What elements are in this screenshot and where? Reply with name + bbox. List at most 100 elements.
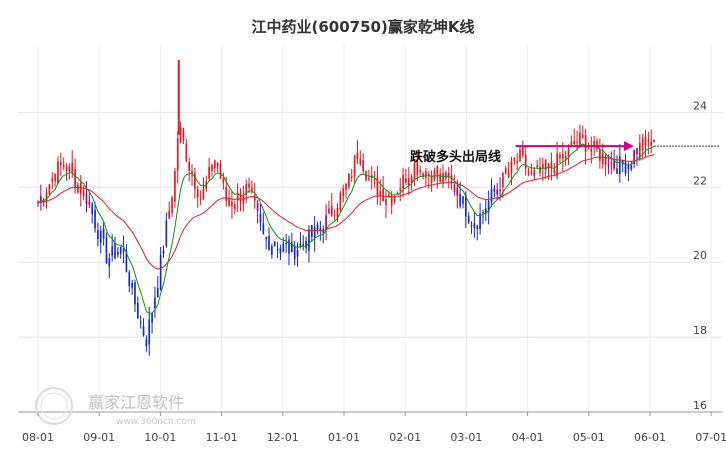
candle-body xyxy=(276,249,279,251)
candles xyxy=(37,59,655,356)
candle-body xyxy=(353,155,356,177)
candle-body xyxy=(638,143,641,159)
candle-body xyxy=(122,248,125,253)
candle-body xyxy=(470,225,473,227)
grid xyxy=(18,45,722,413)
candle-body xyxy=(436,166,439,178)
y-tick-label: 24 xyxy=(693,99,707,112)
candle-body xyxy=(165,220,168,247)
candle-body xyxy=(350,176,353,178)
candle-body xyxy=(393,195,396,202)
candle-body xyxy=(553,169,556,173)
candle-body xyxy=(222,178,225,183)
x-tick-label: 03-01 xyxy=(450,431,482,444)
candle-body xyxy=(348,173,350,188)
candle-body xyxy=(522,146,524,156)
candle-body xyxy=(325,215,327,231)
candle-body xyxy=(573,140,576,144)
candle-body xyxy=(85,193,88,205)
candle-body xyxy=(48,184,51,195)
candle-body xyxy=(496,189,499,195)
watermark: 赢家江恩软件 www.360ncn.com xyxy=(35,387,196,427)
candle-body xyxy=(262,223,265,234)
candle-body xyxy=(604,157,607,165)
candle-body xyxy=(430,175,433,184)
candle-body xyxy=(413,163,416,181)
x-tick-label: 12-01 xyxy=(267,431,299,444)
candle-body xyxy=(139,321,142,323)
candle-body xyxy=(176,138,179,171)
x-axis: 08-01 09-01 10-01 11-01 12-01 01-01 02-01 03-01… xyxy=(22,412,726,444)
candle-body xyxy=(462,196,464,204)
candle-body xyxy=(399,188,402,191)
candle-body xyxy=(484,208,487,214)
candle-body xyxy=(182,129,185,140)
candle-body xyxy=(40,196,42,204)
candle-body xyxy=(619,156,621,175)
candle-body xyxy=(465,195,467,217)
candle-body xyxy=(587,148,590,150)
candle-body xyxy=(313,226,316,239)
annotation-text: 跌破多头出局线 xyxy=(410,149,501,165)
candle-body xyxy=(219,164,222,179)
candle-body xyxy=(45,192,48,203)
candle-body xyxy=(342,188,345,196)
x-tick-label: 02-01 xyxy=(389,431,421,444)
candle-body xyxy=(91,203,94,215)
candle-body xyxy=(188,161,191,171)
candle-body xyxy=(308,229,310,251)
candle-body xyxy=(225,187,228,202)
candle-body xyxy=(456,188,459,196)
candle-body xyxy=(245,184,248,196)
candle-body xyxy=(624,162,627,174)
candle-body xyxy=(82,190,85,197)
candle-body xyxy=(231,201,233,207)
candle-body xyxy=(530,171,533,174)
candle-body xyxy=(271,245,273,255)
candle-body xyxy=(396,193,399,195)
candle-body xyxy=(57,161,59,184)
candle-body xyxy=(627,165,630,170)
candle-body xyxy=(162,250,165,254)
candle-body xyxy=(499,189,501,192)
candle-body xyxy=(636,148,638,155)
candle-body xyxy=(288,239,290,254)
candle-body xyxy=(536,165,538,167)
candle-body xyxy=(37,202,39,204)
candle-body xyxy=(559,154,561,159)
y-tick-label: 16 xyxy=(693,399,707,412)
candle-body xyxy=(88,201,91,205)
ma-short-line xyxy=(37,143,655,314)
candle-body xyxy=(74,168,76,189)
candle-body xyxy=(302,244,305,247)
candle-body xyxy=(62,164,65,167)
candle-body xyxy=(316,224,319,231)
candle-body xyxy=(242,195,245,205)
candle-body xyxy=(236,192,239,201)
candle-body xyxy=(373,179,376,181)
y-tick-label: 20 xyxy=(693,249,707,262)
candle-body xyxy=(199,198,202,200)
candle-body xyxy=(439,173,441,182)
candle-body xyxy=(214,160,216,169)
candle-body xyxy=(171,197,173,213)
candle-body xyxy=(194,172,196,189)
candle-body xyxy=(547,163,550,169)
candle-body xyxy=(156,288,159,298)
candle-body xyxy=(387,194,390,198)
candle-body xyxy=(653,139,655,143)
candle-body xyxy=(251,187,253,191)
candle-body xyxy=(279,248,282,254)
candle-body xyxy=(71,162,74,174)
candle-body xyxy=(125,251,128,272)
candle-body xyxy=(527,171,530,173)
candle-body xyxy=(99,230,102,243)
candle-body xyxy=(319,228,322,231)
candle-body xyxy=(253,195,256,201)
candle-body xyxy=(610,162,613,164)
chart-title: 江中药业(600750)赢家乾坤K线 xyxy=(252,18,475,36)
candle-body xyxy=(102,228,105,239)
candle-body xyxy=(128,272,131,287)
candle-body xyxy=(504,168,507,174)
candle-body xyxy=(191,170,193,175)
